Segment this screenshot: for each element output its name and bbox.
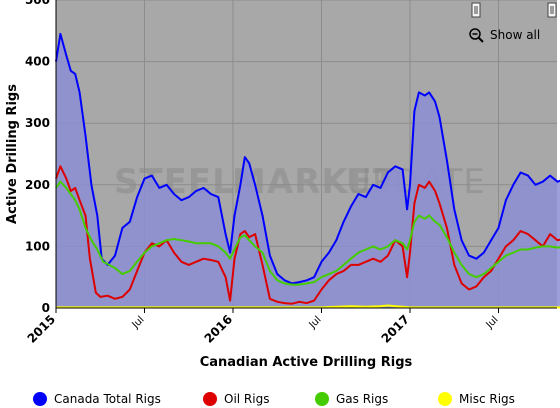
legend-label: Gas Rigs (336, 392, 388, 406)
legend-item-oil-rigs[interactable]: Oil Rigs (203, 392, 269, 406)
zoom-out-icon (469, 28, 481, 40)
legend-swatch (33, 392, 47, 406)
y-tick-label: 500 (25, 0, 50, 7)
x-tick-label: Jul (484, 314, 501, 331)
x-tick-label: 2015 (25, 312, 59, 346)
legend: Canada Total Rigs Oil Rigs Gas Rigs Misc Ri… (33, 392, 515, 406)
legend-label: Canada Total Rigs (54, 392, 161, 406)
y-tick-label: 300 (25, 116, 50, 130)
range-handle-right[interactable] (547, 2, 557, 18)
series-line-misc-rigs (56, 304, 560, 309)
series-line-gas-rigs (55, 180, 560, 286)
x-tick-label: 2016 (202, 312, 236, 346)
y-tick-label: 100 (25, 239, 50, 253)
y-axis-title: Active Drilling Rigs (5, 84, 20, 224)
x-axis-title: Canadian Active Drilling Rigs (200, 355, 413, 370)
show-all-label: Show all (490, 28, 540, 42)
show-all-button[interactable]: Show all (469, 28, 540, 43)
series-line-oil-rigs (55, 165, 560, 305)
legend-swatch (438, 392, 452, 406)
y-tick-labels: 0 100 200 300 400 500 (25, 0, 50, 315)
series-line-canada-total-rigs (55, 32, 560, 285)
x-tick-label: Jul (307, 314, 324, 331)
legend-item-gas-rigs[interactable]: Gas Rigs (315, 392, 388, 406)
x-tick-label: 2017 (379, 312, 413, 346)
legend-item-canada-total-rigs[interactable]: Canada Total Rigs (33, 392, 161, 406)
legend-label: Misc Rigs (459, 392, 515, 406)
x-tick-labels: 2015 Jul 2016 Jul 2017 Jul (25, 308, 501, 346)
y-tick-label: 400 (25, 55, 50, 69)
legend-item-misc-rigs[interactable]: Misc Rigs (438, 392, 515, 406)
series-layer (55, 32, 560, 309)
x-tick-label: Jul (130, 314, 147, 331)
legend-swatch (315, 392, 329, 406)
y-tick-label: 0 (42, 301, 50, 315)
legend-label: Oil Rigs (224, 392, 269, 406)
legend-swatch (203, 392, 217, 406)
y-tick-label: 200 (25, 178, 50, 192)
range-handle-left[interactable] (471, 2, 481, 18)
